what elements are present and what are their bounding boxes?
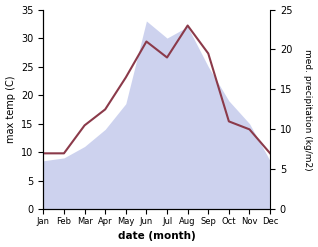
- Y-axis label: med. precipitation (kg/m2): med. precipitation (kg/m2): [303, 49, 313, 170]
- Y-axis label: max temp (C): max temp (C): [5, 76, 16, 143]
- X-axis label: date (month): date (month): [118, 231, 196, 242]
